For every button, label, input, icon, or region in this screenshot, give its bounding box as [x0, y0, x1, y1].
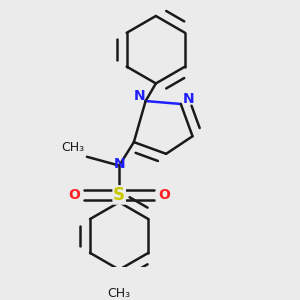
Text: N: N	[182, 92, 194, 106]
Text: S: S	[113, 186, 125, 204]
Text: CH₃: CH₃	[61, 141, 84, 154]
Text: N: N	[134, 89, 146, 103]
Text: O: O	[69, 188, 80, 202]
Text: CH₃: CH₃	[108, 287, 131, 300]
Text: N: N	[113, 157, 125, 171]
Text: O: O	[158, 188, 170, 202]
